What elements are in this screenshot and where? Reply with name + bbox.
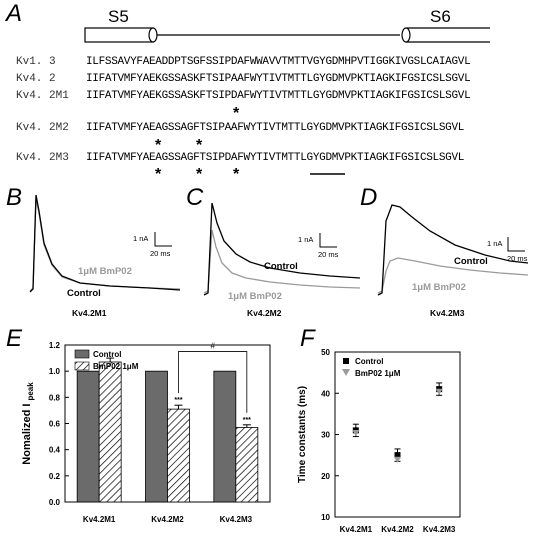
- panel-label-e: E: [6, 325, 23, 352]
- mutation-star: *: [155, 137, 162, 154]
- mutation-star: *: [196, 166, 203, 183]
- bracket-label: #: [210, 342, 215, 351]
- s5-label: S5: [108, 7, 129, 26]
- control-label-b: Control: [67, 288, 101, 299]
- svg-text:1 nA: 1 nA: [298, 235, 313, 244]
- seq-label-kv42m3: Kv4. 2M3: [16, 152, 69, 164]
- y-tick-label: 0.6: [49, 420, 61, 429]
- y-tick-label: 30: [321, 431, 330, 440]
- y-tick-label: 1.2: [49, 341, 61, 350]
- mutation-star: *: [233, 105, 240, 122]
- legend-label-bmp02: BmP02 1μM: [355, 369, 401, 378]
- trace-drug-d: [377, 257, 529, 294]
- seq-kv42m3: IIFATVMFYAEAGSSAGFTSIPDAFWYTIVTMTTLGYGDM…: [86, 152, 465, 164]
- point-bmp02: [435, 388, 443, 395]
- point-bmp02: [352, 429, 360, 436]
- panel-label-a: A: [6, 0, 23, 27]
- significance-bracket: [178, 351, 248, 413]
- control-label-c: Control: [264, 261, 298, 272]
- trace-drug-c: [203, 229, 361, 294]
- y-tick-label: 1.0: [49, 367, 61, 376]
- x-tick-label: Kv4.2M3: [423, 525, 456, 534]
- seq-label-kv42m1: Kv4. 2M1: [16, 90, 69, 102]
- point-bmp02: [394, 456, 401, 463]
- y-tick-label: 0.2: [49, 472, 61, 481]
- y-axis-label: Time constants (ms): [297, 386, 308, 483]
- s5-s6-topology: S5 S6: [84, 7, 490, 43]
- drug-label-c: 1μM BmP02: [228, 291, 282, 302]
- scale-bar-c: [319, 233, 337, 248]
- trace-control-c: [203, 202, 361, 296]
- point-control: [394, 452, 401, 459]
- y-tick-label: 20: [321, 472, 330, 481]
- legend-label-bmp02: BmP02 1μM: [93, 362, 139, 371]
- x-tick-label: Kv4.2M3: [220, 515, 253, 524]
- panel-label-d: D: [360, 184, 378, 211]
- seq-label-kv42: Kv4. 2: [16, 73, 56, 85]
- seq-kv42m1: IIFATVMFYAEKGSSASKFTSIPDAFWYTIVTMTTLGYGD…: [86, 90, 471, 102]
- x-tick-label: Kv4.2M2: [381, 525, 414, 534]
- mutation-star: *: [196, 137, 203, 154]
- control-label-d: Control: [454, 256, 488, 267]
- mutation-star: *: [233, 166, 240, 183]
- significance-label: ***: [243, 417, 251, 424]
- trace-title-d: Kv4.2M3: [430, 308, 465, 318]
- scale-bar-d: [507, 237, 525, 252]
- y-tick-label: 0.0: [49, 498, 61, 507]
- trace-control-b: [29, 194, 181, 293]
- seq-kv42: IIFATVMFYAEKGSSASKFTSIPAAFWYTIVTMTTLGYGD…: [86, 73, 471, 85]
- trace-control-d: [377, 204, 529, 296]
- mutation-star: *: [155, 166, 162, 183]
- legend-label-control: Control: [355, 357, 383, 366]
- legend-label-control: Control: [93, 350, 121, 359]
- panel-label-f: F: [300, 325, 315, 352]
- svg-text:1 nA: 1 nA: [133, 234, 148, 243]
- scale-bar-b: [154, 232, 172, 247]
- legend-marker-bmp02: [342, 369, 350, 376]
- seq-kv13: ILFSSAVYFAEADDPTSGFSSIPDAFWWAVVTMTTVGYGD…: [86, 56, 471, 68]
- legend-swatch-control: [74, 349, 90, 359]
- legend-marker-control: [343, 358, 349, 364]
- significance-label: ***: [174, 397, 182, 404]
- y-tick-label: 0.8: [49, 393, 61, 402]
- y-tick-label: 40: [321, 389, 330, 398]
- seq-kv42m2: IIFATVMFYAEAGSSAGFTSIPAAFWYTIVTMTTLGYGDM…: [86, 122, 465, 134]
- svg-text:20 ms: 20 ms: [318, 250, 339, 259]
- svg-text:20 ms: 20 ms: [507, 254, 528, 263]
- trace-title-c: Kv4.2M2: [247, 308, 282, 318]
- s6-label: S6: [430, 7, 451, 26]
- panel-label-c: C: [186, 184, 204, 211]
- svg-text:20 ms: 20 ms: [150, 249, 171, 258]
- svg-text:1 nA: 1 nA: [487, 239, 502, 248]
- s6-helix: [401, 27, 411, 43]
- y-axis-label-sub: peak: [26, 382, 35, 401]
- y-tick-label: 0.4: [49, 446, 61, 455]
- trace-title-b: Kv4.2M1: [72, 308, 107, 318]
- drug-label-d: 1μM BmP02: [412, 282, 466, 293]
- trace-panel-b: 1 nA 20 ms 1μM BmP02 Control Kv4.2M1 1 n…: [29, 194, 529, 318]
- x-tick-label: Kv4.2M2: [151, 515, 184, 524]
- panel-label-b: B: [6, 184, 23, 211]
- seq-label-kv13: Kv1. 3: [16, 56, 56, 68]
- seq-label-kv42m2: Kv4. 2M2: [16, 122, 69, 134]
- drug-label-b: 1μM BmP02: [78, 266, 132, 277]
- y-tick-label: 10: [321, 513, 330, 522]
- x-tick-label: Kv4.2M1: [83, 515, 116, 524]
- s5-helix-end: [148, 27, 158, 43]
- y-tick-label: 50: [321, 348, 330, 357]
- legend-swatch-bmp02: [74, 361, 90, 371]
- x-tick-label: Kv4.2M1: [340, 525, 373, 534]
- y-axis-label: Nomalized I peak: [21, 382, 35, 465]
